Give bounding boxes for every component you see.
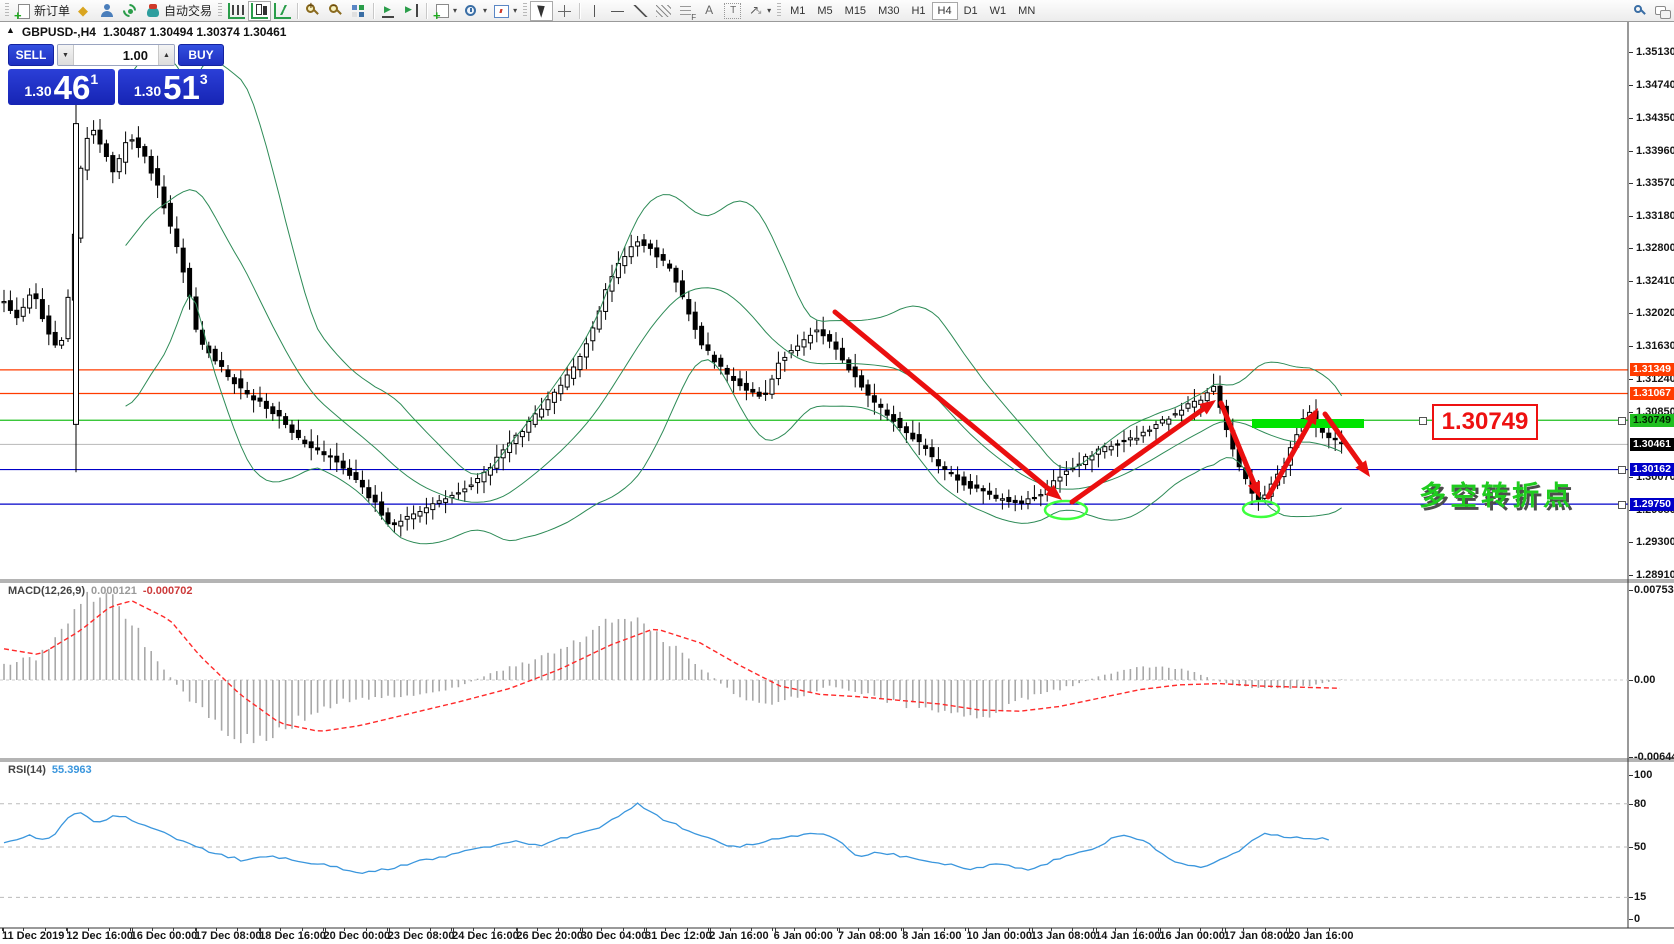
- template-icon: [493, 3, 510, 19]
- volume-increase-button[interactable]: ▲: [158, 45, 174, 65]
- sell-price-big: 46: [53, 69, 91, 106]
- clock-icon: [463, 3, 480, 19]
- sell-price-sup: 1: [90, 71, 99, 87]
- fibonacci-icon: [678, 3, 696, 22]
- zoom-in-icon: [304, 1, 321, 19]
- sell-price-box[interactable]: 1.30 46 1: [8, 69, 115, 105]
- buy-button[interactable]: BUY: [178, 44, 224, 66]
- crosshair-button[interactable]: [553, 1, 576, 21]
- candlestick-chart-button[interactable]: [248, 0, 272, 21]
- vertical-line-button[interactable]: [583, 1, 606, 21]
- tf-M15[interactable]: M15: [844, 4, 867, 17]
- tile-windows-icon: [350, 3, 367, 19]
- autotrading-label: 自动交易: [164, 4, 213, 18]
- buy-price-big: 51: [163, 69, 200, 106]
- zoom-in-button[interactable]: [301, 1, 324, 21]
- volume-input[interactable]: 1.00: [122, 47, 148, 63]
- channel-button[interactable]: [652, 1, 675, 21]
- buy-price-sup: 3: [199, 71, 208, 87]
- signal-icon: [122, 3, 139, 19]
- channel-icon: [655, 3, 672, 19]
- periods-button[interactable]: [460, 1, 490, 21]
- toolbar-grip[interactable]: [5, 3, 9, 18]
- chart-header: ▲ GBPUSD-,H4 1.30487 1.30494 1.30374 1.3…: [6, 25, 286, 39]
- tf-MN[interactable]: MN: [1018, 4, 1036, 17]
- tile-windows-button[interactable]: [347, 1, 370, 21]
- metaeditor-icon: [76, 3, 93, 19]
- zoom-out-icon: [327, 1, 344, 19]
- zoom-out-button[interactable]: [324, 1, 347, 21]
- cursor-button[interactable]: [530, 0, 554, 21]
- auto-scroll-icon: [380, 3, 397, 19]
- trendline-button[interactable]: [629, 1, 652, 21]
- text-icon: [701, 3, 718, 19]
- templates-button[interactable]: [490, 1, 520, 21]
- tf-M1[interactable]: M1: [790, 4, 806, 17]
- chart-shift-icon: [403, 3, 420, 19]
- new-order-label: 新订单: [34, 4, 71, 18]
- chat-button[interactable]: [1651, 1, 1674, 21]
- symbol-period-label: GBPUSD-,H4: [21, 25, 96, 39]
- toolbar: 新订单 自动交易 M1 M5: [0, 0, 1674, 23]
- indicators-button[interactable]: [430, 1, 460, 23]
- tf-M30[interactable]: M30: [878, 4, 900, 17]
- toolbar-grip[interactable]: [777, 3, 782, 18]
- line-chart-button[interactable]: [271, 1, 294, 21]
- chat-icon: [1654, 3, 1671, 19]
- auto-scroll-button[interactable]: [377, 1, 400, 21]
- tf-H1[interactable]: H1: [911, 4, 926, 17]
- horizontal-line-button[interactable]: [606, 1, 629, 21]
- sell-button[interactable]: SELL: [8, 44, 54, 66]
- profile-button[interactable]: [96, 1, 119, 21]
- new-order-button[interactable]: 新订单: [12, 1, 73, 23]
- vertical-line-icon: [586, 3, 603, 19]
- buy-price-main: 1.30: [133, 83, 162, 99]
- arrows-icon: [747, 3, 764, 19]
- bar-chart-button[interactable]: [225, 1, 248, 21]
- toolbar-grip[interactable]: [218, 3, 223, 18]
- autotrading-button[interactable]: 自动交易: [142, 1, 215, 21]
- signals-button[interactable]: [119, 1, 142, 21]
- toolbar-grip[interactable]: [523, 3, 528, 18]
- sell-price-main: 1.30: [24, 83, 52, 99]
- text-label-icon: [724, 2, 742, 19]
- bar-chart-icon: [228, 2, 246, 19]
- profile-icon: [99, 3, 116, 19]
- search-icon: [1631, 3, 1648, 19]
- candlestick-chart-icon: [251, 2, 269, 19]
- timeframe-group: M1 M5 M15 M30 H1 H4 D1 W1 MN: [784, 1, 1041, 20]
- trendline-icon: [632, 3, 649, 19]
- cursor-icon: [533, 3, 550, 19]
- new-order-icon: [14, 3, 32, 23]
- tf-W1[interactable]: W1: [989, 4, 1007, 17]
- one-click-trading-panel: SELL ▼ 1.00 ▲ BUY 1.30 46 1 1.30 51 3: [8, 44, 224, 105]
- volume-decrease-button[interactable]: ▼: [58, 45, 74, 65]
- line-chart-icon: [274, 2, 292, 19]
- metaeditor-button[interactable]: [73, 1, 96, 21]
- text-label-button[interactable]: [721, 1, 744, 21]
- text-button[interactable]: [698, 1, 721, 21]
- fibonacci-button[interactable]: [675, 1, 698, 22]
- horizontal-line-icon: [609, 3, 626, 19]
- buy-price-box[interactable]: 1.30 51 3: [117, 69, 224, 106]
- crosshair-icon: [556, 3, 573, 19]
- volume-spinner: ▼ 1.00 ▲: [57, 44, 175, 66]
- collapse-icon[interactable]: ▲: [6, 25, 15, 35]
- tf-H4[interactable]: H4: [931, 1, 958, 20]
- autotrading-icon: [145, 3, 162, 19]
- tf-M5[interactable]: M5: [817, 4, 833, 17]
- tf-D1[interactable]: D1: [963, 4, 978, 17]
- chart-shift-button[interactable]: [400, 1, 423, 21]
- search-button[interactable]: [1628, 1, 1651, 21]
- ohlc-values: 1.30487 1.30494 1.30374 1.30461: [102, 25, 287, 39]
- arrows-button[interactable]: [744, 1, 774, 21]
- add-indicator-icon: [433, 3, 450, 23]
